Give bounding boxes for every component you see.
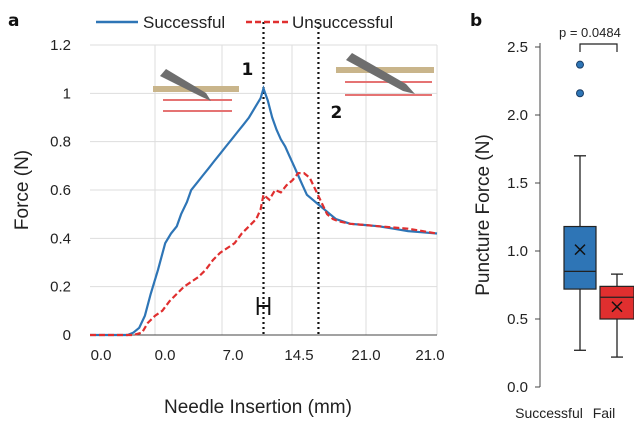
series-line-unsuccessful	[90, 172, 438, 337]
x-tick-label: 0.0	[155, 347, 176, 364]
y-tick-label: 0.8	[50, 134, 71, 151]
y-tick-label-b: 2.5	[507, 39, 528, 56]
y-tick-label: 0.2	[50, 279, 71, 296]
y-tick-label-b: 0.0	[507, 379, 528, 396]
significance-bracket	[579, 43, 618, 52]
x-tick-label: 0.0	[91, 347, 112, 364]
needle-tissue-illustration-2	[336, 53, 434, 96]
panel-b-chart: 0.0 0.5 1.0 1.5 2.0 2.5 Puncture Force (N) Succ…	[473, 25, 634, 421]
series-line-successful	[90, 84, 438, 337]
y-tick-label-b: 2.0	[507, 107, 528, 124]
x-tick-label: 21.0	[351, 347, 380, 364]
y-tick-label: 1.2	[50, 37, 71, 54]
box-fail	[599, 285, 634, 320]
y-tick-label: 0.6	[50, 182, 71, 199]
y-tick-label: 1	[63, 85, 71, 102]
marker-label-2: 2	[330, 103, 342, 123]
legend-label-unsuccessful: Unsuccessful	[292, 13, 393, 32]
p-value-annotation: p = 0.0484	[559, 25, 621, 40]
marker-label-1: 1	[242, 60, 254, 80]
outlier-point	[576, 60, 584, 69]
x-axis-title: Needle Insertion (mm)	[164, 397, 352, 418]
y-tick-label-b: 0.5	[507, 311, 528, 328]
y-tick-label: 0	[63, 327, 71, 344]
mean-marker-successful	[574, 244, 586, 256]
category-label-fail: Fail	[593, 405, 616, 421]
needle-tissue-illustration-1	[153, 69, 239, 112]
y-axis-title-b: Puncture Force (N)	[473, 134, 494, 296]
y-axis-title: Force (N)	[12, 150, 33, 230]
outlier-point	[576, 89, 584, 98]
x-tick-label: 21.0	[415, 347, 444, 364]
mean-marker-fail	[611, 301, 623, 313]
x-tick-label: 7.0	[223, 347, 244, 364]
box-successful	[563, 225, 597, 290]
y-tick-label-b: 1.5	[507, 175, 528, 192]
y-tick-label: 0.4	[50, 230, 71, 247]
panel-a-chart: 0 0.2 0.4 0.6 0.8 1 1.2 0.0 0.0 7.0 14.5 21.0 21.0 Ne…	[12, 13, 445, 418]
panel-a-label: a	[8, 11, 19, 31]
panel-b-label: b	[470, 11, 482, 31]
category-label-successful: Successful	[515, 405, 583, 421]
legend-label-successful: Successful	[143, 13, 225, 32]
x-tick-label: 14.5	[284, 347, 313, 364]
y-tick-label-b: 1.0	[507, 243, 528, 260]
